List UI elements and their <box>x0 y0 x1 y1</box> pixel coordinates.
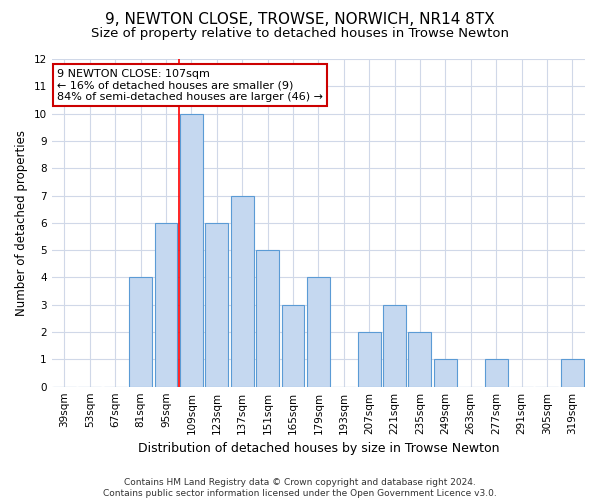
Bar <box>358 332 380 386</box>
Bar <box>485 360 508 386</box>
Y-axis label: Number of detached properties: Number of detached properties <box>15 130 28 316</box>
X-axis label: Distribution of detached houses by size in Trowse Newton: Distribution of detached houses by size … <box>137 442 499 455</box>
Bar <box>256 250 279 386</box>
Text: Contains HM Land Registry data © Crown copyright and database right 2024.
Contai: Contains HM Land Registry data © Crown c… <box>103 478 497 498</box>
Bar <box>561 360 584 386</box>
Bar <box>180 114 203 386</box>
Bar <box>129 278 152 386</box>
Bar <box>231 196 254 386</box>
Text: 9 NEWTON CLOSE: 107sqm
← 16% of detached houses are smaller (9)
84% of semi-deta: 9 NEWTON CLOSE: 107sqm ← 16% of detached… <box>57 69 323 102</box>
Bar <box>307 278 330 386</box>
Text: 9, NEWTON CLOSE, TROWSE, NORWICH, NR14 8TX: 9, NEWTON CLOSE, TROWSE, NORWICH, NR14 8… <box>105 12 495 28</box>
Bar <box>409 332 431 386</box>
Bar <box>383 305 406 386</box>
Bar <box>155 223 178 386</box>
Bar <box>205 223 228 386</box>
Bar <box>434 360 457 386</box>
Text: Size of property relative to detached houses in Trowse Newton: Size of property relative to detached ho… <box>91 28 509 40</box>
Bar <box>281 305 304 386</box>
